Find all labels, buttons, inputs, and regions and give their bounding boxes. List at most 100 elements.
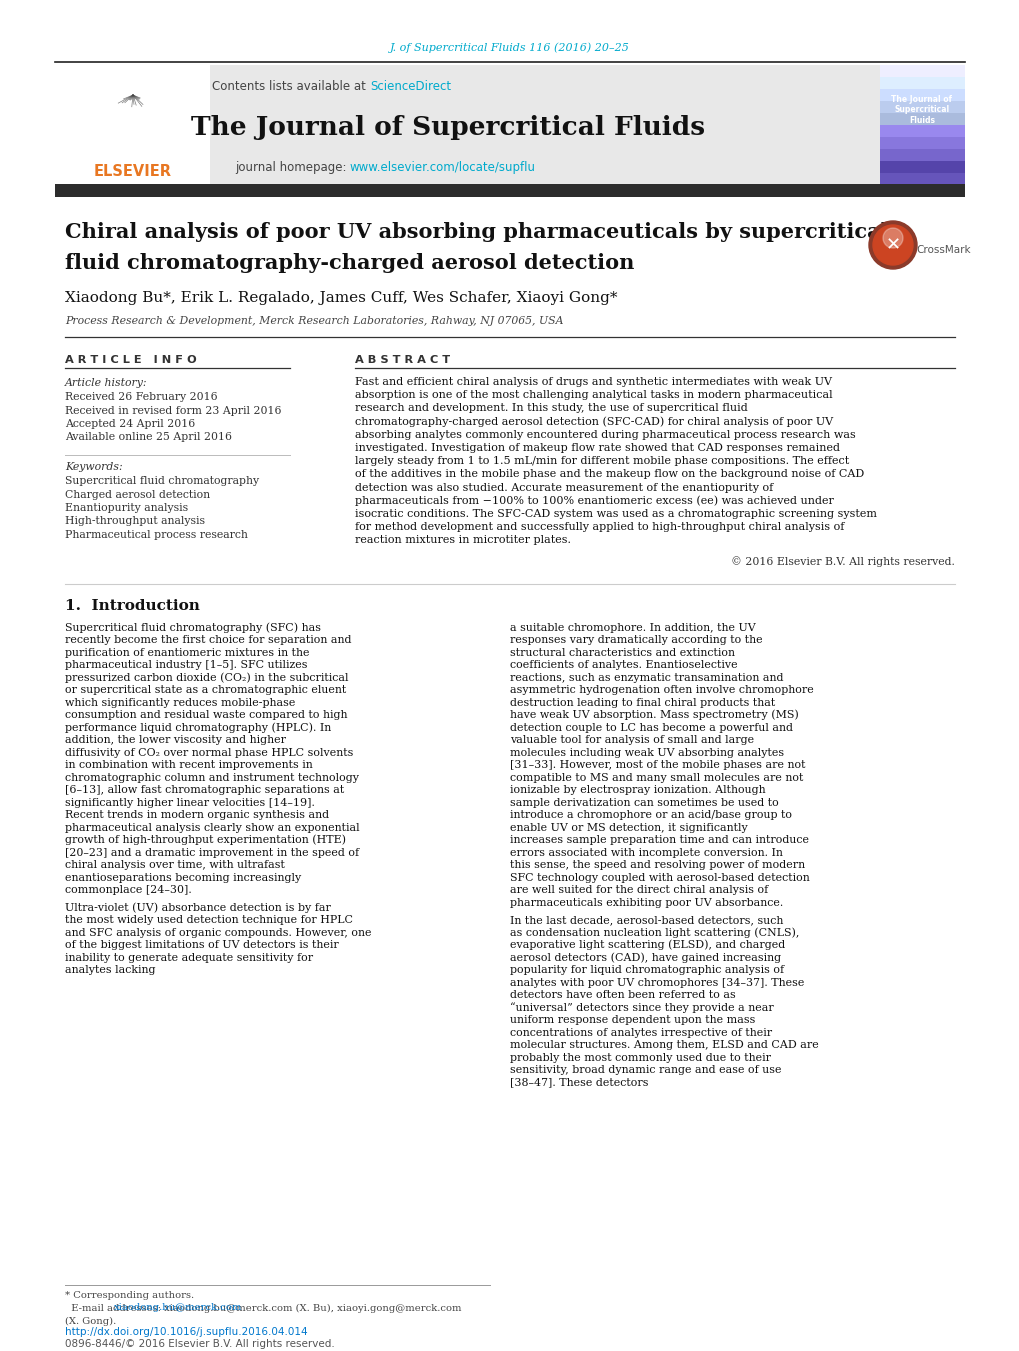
Text: A R T I C L E   I N F O: A R T I C L E I N F O <box>65 355 197 365</box>
Text: in combination with recent improvements in: in combination with recent improvements … <box>65 761 313 770</box>
Text: A B S T R A C T: A B S T R A C T <box>355 355 449 365</box>
Text: pharmaceutical industry [1–5]. SFC utilizes: pharmaceutical industry [1–5]. SFC utili… <box>65 661 307 670</box>
Text: aerosol detectors (CAD), have gained increasing: aerosol detectors (CAD), have gained inc… <box>510 952 781 963</box>
Text: isocratic conditions. The SFC-CAD system was used as a chromatographic screening: isocratic conditions. The SFC-CAD system… <box>355 509 876 519</box>
Text: or supercritical state as a chromatographic eluent: or supercritical state as a chromatograp… <box>65 685 345 696</box>
Text: structural characteristics and extinction: structural characteristics and extinctio… <box>510 647 735 658</box>
Text: Pharmaceutical process research: Pharmaceutical process research <box>65 530 248 540</box>
Text: asymmetric hydrogenation often involve chromophore: asymmetric hydrogenation often involve c… <box>510 685 813 696</box>
Bar <box>879 126 964 136</box>
Bar <box>55 65 210 185</box>
Text: reaction mixtures in microtiter plates.: reaction mixtures in microtiter plates. <box>355 535 571 546</box>
Bar <box>879 136 964 149</box>
Text: Available online 25 April 2016: Available online 25 April 2016 <box>65 432 231 443</box>
Text: The Journal of Supercritical Fluids: The Journal of Supercritical Fluids <box>191 115 704 141</box>
Bar <box>879 101 964 113</box>
Text: are well suited for the direct chiral analysis of: are well suited for the direct chiral an… <box>510 885 767 896</box>
Text: ELSEVIER: ELSEVIER <box>94 165 172 180</box>
Bar <box>879 77 964 89</box>
Text: analytes with poor UV chromophores [34–37]. These: analytes with poor UV chromophores [34–3… <box>510 978 804 988</box>
Text: Contents lists available at: Contents lists available at <box>212 81 370 93</box>
Text: increases sample preparation time and can introduce: increases sample preparation time and ca… <box>510 835 808 846</box>
Bar <box>879 161 964 173</box>
Text: Recent trends in modern organic synthesis and: Recent trends in modern organic synthesi… <box>65 811 329 820</box>
Text: detectors have often been referred to as: detectors have often been referred to as <box>510 990 735 1000</box>
Text: purification of enantiomeric mixtures in the: purification of enantiomeric mixtures in… <box>65 647 309 658</box>
Text: introduce a chromophore or an acid/base group to: introduce a chromophore or an acid/base … <box>510 811 791 820</box>
Circle shape <box>882 228 902 249</box>
Text: ionizable by electrospray ionization. Although: ionizable by electrospray ionization. Al… <box>510 785 765 796</box>
Circle shape <box>868 222 916 269</box>
Text: molecular structures. Among them, ELSD and CAD are: molecular structures. Among them, ELSD a… <box>510 1040 818 1050</box>
Text: (X. Gong).: (X. Gong). <box>65 1316 116 1325</box>
Text: Chiral analysis of poor UV absorbing pharmaceuticals by supercritical: Chiral analysis of poor UV absorbing pha… <box>65 222 888 242</box>
Bar <box>55 65 964 185</box>
Text: analytes lacking: analytes lacking <box>65 965 155 975</box>
Text: E-mail addresses: xiaodong.bu@merck.com (X. Bu), xiaoyi.gong@merck.com: E-mail addresses: xiaodong.bu@merck.com … <box>65 1304 461 1313</box>
Text: probably the most commonly used due to their: probably the most commonly used due to t… <box>510 1052 770 1063</box>
Text: inability to generate adequate sensitivity for: inability to generate adequate sensitivi… <box>65 952 313 963</box>
Text: sensitivity, broad dynamic range and ease of use: sensitivity, broad dynamic range and eas… <box>510 1065 781 1075</box>
Circle shape <box>872 226 912 265</box>
Text: detection was also studied. Accurate measurement of the enantiopurity of: detection was also studied. Accurate mea… <box>355 482 772 493</box>
Text: molecules including weak UV absorbing analytes: molecules including weak UV absorbing an… <box>510 747 784 758</box>
Text: Received in revised form 23 April 2016: Received in revised form 23 April 2016 <box>65 405 281 416</box>
Text: CrossMark: CrossMark <box>915 245 970 255</box>
Text: J. of Supercritical Fluids 116 (2016) 20–25: J. of Supercritical Fluids 116 (2016) 20… <box>389 43 630 53</box>
Text: SFC technology coupled with aerosol-based detection: SFC technology coupled with aerosol-base… <box>510 873 809 882</box>
Text: detection couple to LC has become a powerful and: detection couple to LC has become a powe… <box>510 723 792 732</box>
Text: [6–13], allow fast chromatographic separations at: [6–13], allow fast chromatographic separ… <box>65 785 344 796</box>
Text: chromatography-charged aerosol detection (SFC-CAD) for chiral analysis of poor U: chromatography-charged aerosol detection… <box>355 416 833 427</box>
Text: * Corresponding authors.: * Corresponding authors. <box>65 1290 194 1300</box>
Text: as condensation nucleation light scattering (CNLS),: as condensation nucleation light scatter… <box>510 927 799 938</box>
Text: absorbing analytes commonly encountered during pharmaceutical process research w: absorbing analytes commonly encountered … <box>355 430 855 440</box>
Text: significantly higher linear velocities [14–19].: significantly higher linear velocities [… <box>65 797 315 808</box>
Text: 0896-8446/© 2016 Elsevier B.V. All rights reserved.: 0896-8446/© 2016 Elsevier B.V. All right… <box>65 1339 334 1350</box>
Text: © 2016 Elsevier B.V. All rights reserved.: © 2016 Elsevier B.V. All rights reserved… <box>731 557 954 567</box>
Text: largely steady from 1 to 1.5 mL/min for different mobile phase compositions. The: largely steady from 1 to 1.5 mL/min for … <box>355 457 849 466</box>
Text: growth of high-throughput experimentation (HTE): growth of high-throughput experimentatio… <box>65 835 345 846</box>
Text: addition, the lower viscosity and higher: addition, the lower viscosity and higher <box>65 735 285 746</box>
Text: http://dx.doi.org/10.1016/j.supflu.2016.04.014: http://dx.doi.org/10.1016/j.supflu.2016.… <box>65 1327 308 1337</box>
Bar <box>879 149 964 161</box>
Text: absorption is one of the most challenging analytical tasks in modern pharmaceuti: absorption is one of the most challengin… <box>355 390 832 400</box>
Text: this sense, the speed and resolving power of modern: this sense, the speed and resolving powe… <box>510 861 804 870</box>
Text: the most widely used detection technique for HPLC: the most widely used detection technique… <box>65 915 353 925</box>
Text: Keywords:: Keywords: <box>65 462 122 471</box>
Text: Fast and efficient chiral analysis of drugs and synthetic intermediates with wea: Fast and efficient chiral analysis of dr… <box>355 377 832 386</box>
Text: popularity for liquid chromatographic analysis of: popularity for liquid chromatographic an… <box>510 965 784 975</box>
Text: [31–33]. However, most of the mobile phases are not: [31–33]. However, most of the mobile pha… <box>510 761 805 770</box>
Text: ScienceDirect: ScienceDirect <box>370 81 450 93</box>
Text: Ultra-violet (UV) absorbance detection is by far: Ultra-violet (UV) absorbance detection i… <box>65 902 330 913</box>
Text: sample derivatization can sometimes be used to: sample derivatization can sometimes be u… <box>510 797 777 808</box>
Text: Supercritical fluid chromatography: Supercritical fluid chromatography <box>65 476 259 486</box>
Text: coefficients of analytes. Enantioselective: coefficients of analytes. Enantioselecti… <box>510 661 737 670</box>
Text: diffusivity of CO₂ over normal phase HPLC solvents: diffusivity of CO₂ over normal phase HPL… <box>65 747 353 758</box>
Text: a suitable chromophore. In addition, the UV: a suitable chromophore. In addition, the… <box>510 623 755 632</box>
Text: of the additives in the mobile phase and the makeup flow on the background noise: of the additives in the mobile phase and… <box>355 469 863 480</box>
Text: xiaodong.bu@merck.com: xiaodong.bu@merck.com <box>114 1304 243 1313</box>
Text: chiral analysis over time, with ultrafast: chiral analysis over time, with ultrafas… <box>65 861 284 870</box>
Text: Received 26 February 2016: Received 26 February 2016 <box>65 392 217 403</box>
Text: chromatographic column and instrument technology: chromatographic column and instrument te… <box>65 773 359 782</box>
Text: valuable tool for analysis of small and large: valuable tool for analysis of small and … <box>510 735 753 746</box>
Text: Charged aerosol detection: Charged aerosol detection <box>65 489 210 500</box>
Bar <box>879 113 964 126</box>
Text: performance liquid chromatography (HPLC). In: performance liquid chromatography (HPLC)… <box>65 723 331 732</box>
Text: Enantiopurity analysis: Enantiopurity analysis <box>65 503 187 513</box>
Text: which significantly reduces mobile-phase: which significantly reduces mobile-phase <box>65 697 296 708</box>
Text: evaporative light scattering (ELSD), and charged: evaporative light scattering (ELSD), and… <box>510 940 785 950</box>
Text: uniform response dependent upon the mass: uniform response dependent upon the mass <box>510 1015 755 1025</box>
Text: fluid chromatography-charged aerosol detection: fluid chromatography-charged aerosol det… <box>65 253 634 273</box>
Text: [38–47]. These detectors: [38–47]. These detectors <box>510 1078 648 1088</box>
Text: The Journal of
Supercritical
Fluids: The Journal of Supercritical Fluids <box>891 95 952 124</box>
Text: pharmaceutical analysis clearly show an exponential: pharmaceutical analysis clearly show an … <box>65 823 360 832</box>
Text: High-throughput analysis: High-throughput analysis <box>65 516 205 527</box>
Text: for method development and successfully applied to high-throughput chiral analys: for method development and successfully … <box>355 523 844 532</box>
Text: 1.  Introduction: 1. Introduction <box>65 598 200 612</box>
Text: recently become the first choice for separation and: recently become the first choice for sep… <box>65 635 352 644</box>
Text: journal homepage:: journal homepage: <box>234 162 350 174</box>
Text: reactions, such as enzymatic transamination and: reactions, such as enzymatic transaminat… <box>510 673 783 682</box>
Text: errors associated with incomplete conversion. In: errors associated with incomplete conver… <box>510 847 783 858</box>
Bar <box>879 65 964 77</box>
